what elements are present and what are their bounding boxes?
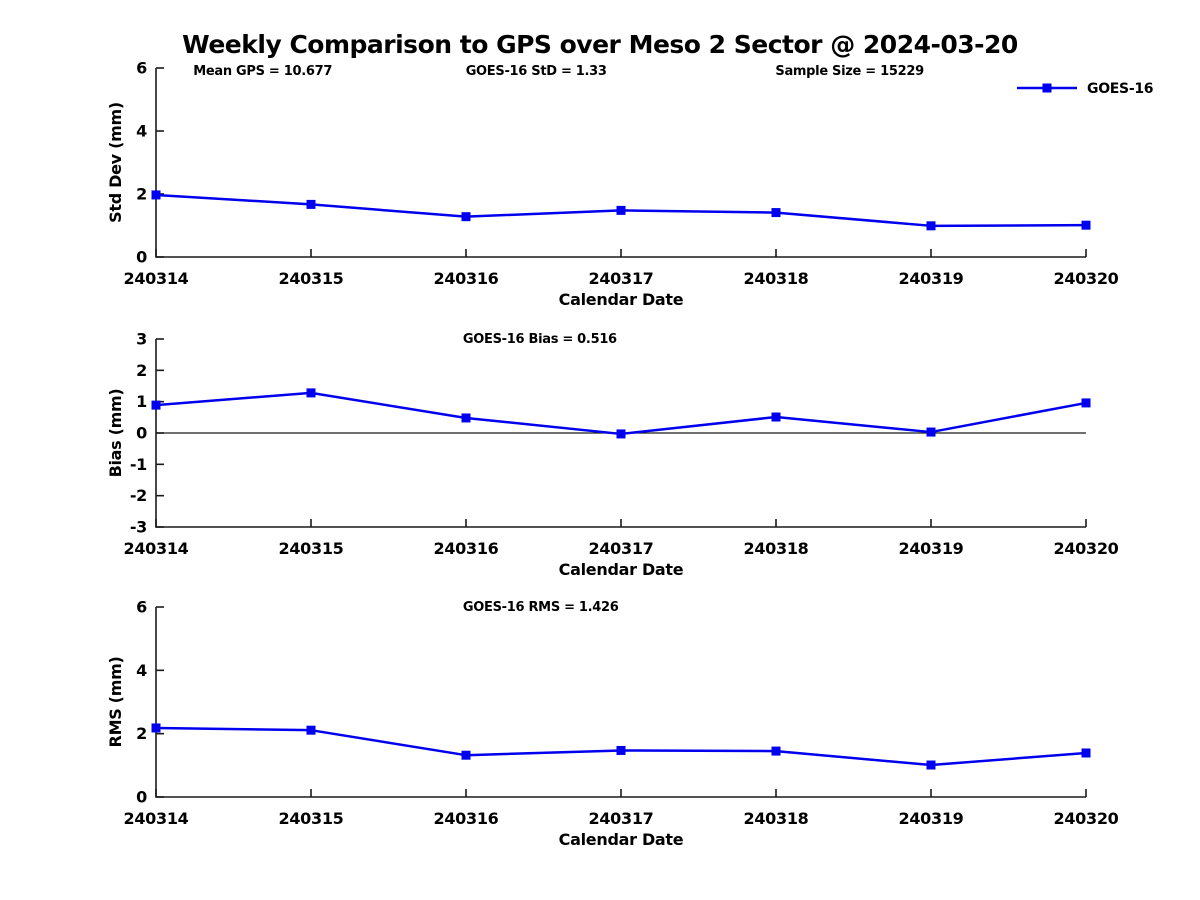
y-tick-label: 6 — [136, 598, 147, 617]
x-tick-label: 240317 — [589, 809, 654, 828]
x-tick-label: 240319 — [899, 539, 964, 558]
plot-bias: -3 -2 -1 0 1 2 3 240314 240315 240316 240317 240318… — [106, 330, 1119, 580]
plot-stat-title: GOES-16 Bias = 0.516 — [463, 332, 617, 347]
std-dev-data-point-marker — [461, 212, 471, 222]
y-tick-label: 0 — [136, 424, 147, 443]
rms-data-point-marker — [1081, 748, 1091, 758]
x-tick-label: 240318 — [744, 809, 809, 828]
stat-annotation: Sample Size = 15229 — [775, 64, 924, 79]
rms-data-point-marker — [926, 760, 936, 770]
x-tick-label: 240315 — [279, 809, 344, 828]
x-tick-label: 240319 — [899, 809, 964, 828]
bias-data-point-marker — [306, 388, 316, 398]
stat-annotation: Mean GPS = 10.677 — [193, 64, 332, 79]
plot-rms: 0 2 4 6 240314 240315 240316 240317 240318 240319… — [106, 598, 1119, 850]
x-tick-label: 240318 — [744, 269, 809, 288]
x-tick-label: 240315 — [279, 539, 344, 558]
y-tick-label: 4 — [136, 122, 147, 141]
x-tick-label: 240314 — [124, 269, 189, 288]
y-axis-label: RMS (mm) — [106, 657, 125, 748]
legend-marker — [1042, 83, 1052, 93]
x-tick-label: 240316 — [434, 269, 499, 288]
rms-data-point-marker — [771, 746, 781, 756]
x-tick-label: 240314 — [124, 809, 189, 828]
bias-data-point-marker — [151, 400, 161, 410]
std-dev-data-point-marker — [306, 199, 316, 209]
x-tick-label: 240318 — [744, 539, 809, 558]
std-dev-data-point-marker — [771, 208, 781, 218]
y-axis-label: Bias (mm) — [106, 389, 125, 478]
y-axis-label: Std Dev (mm) — [106, 102, 125, 223]
x-tick-label: 240315 — [279, 269, 344, 288]
x-axis-label: Calendar Date — [559, 290, 684, 309]
y-tick-label: -1 — [130, 455, 147, 474]
bias-data-point-marker — [1081, 398, 1091, 408]
x-tick-label: 240316 — [434, 539, 499, 558]
bias-data-point-marker — [771, 412, 781, 422]
rms-data-point-marker — [616, 745, 626, 755]
std-dev-data-point-marker — [1081, 220, 1091, 230]
bias-data-point-marker — [926, 427, 936, 437]
y-tick-label: 6 — [136, 59, 147, 78]
y-tick-label: 0 — [136, 788, 147, 807]
std-dev-data-point-marker — [926, 221, 936, 231]
bias-data-point-marker — [616, 429, 626, 439]
y-tick-label: 2 — [136, 185, 147, 204]
y-tick-label: 3 — [136, 330, 147, 349]
y-tick-label: 2 — [136, 724, 147, 743]
std-dev-data-point-marker — [616, 205, 626, 215]
x-tick-label: 240319 — [899, 269, 964, 288]
y-tick-label: -3 — [130, 518, 147, 537]
y-tick-label: -2 — [130, 486, 147, 505]
stat-annotation: GOES-16 StD = 1.33 — [466, 64, 607, 79]
figure-title: Weekly Comparison to GPS over Meso 2 Sec… — [182, 30, 1018, 59]
legend: GOES-16 — [1017, 81, 1154, 97]
bias-series-line — [154, 391, 1088, 436]
x-tick-label: 240320 — [1054, 809, 1119, 828]
x-tick-label: 240316 — [434, 809, 499, 828]
x-axis-label: Calendar Date — [559, 560, 684, 579]
x-tick-label: 240320 — [1054, 539, 1119, 558]
x-tick-label: 240317 — [589, 539, 654, 558]
x-axis-label: Calendar Date — [559, 830, 684, 849]
y-tick-label: 2 — [136, 361, 147, 380]
bias-data-point-marker — [461, 413, 471, 423]
rms-data-point-marker — [461, 750, 471, 760]
x-tick-label: 240314 — [124, 539, 189, 558]
x-tick-label: 240317 — [589, 269, 654, 288]
std-dev-data-point-marker — [151, 190, 161, 200]
x-tick-label: 240320 — [1054, 269, 1119, 288]
rms-data-point-marker — [306, 725, 316, 735]
y-tick-label: 0 — [136, 248, 147, 267]
y-tick-label: 4 — [136, 661, 147, 680]
legend-label: GOES-16 — [1087, 81, 1153, 97]
rms-data-point-marker — [151, 723, 161, 733]
plot-std-dev: 0 2 4 6 240314 240315 240316 240317 240318 240319… — [106, 59, 1154, 310]
plot-stat-title: GOES-16 RMS = 1.426 — [463, 600, 619, 615]
y-tick-label: 1 — [136, 392, 147, 411]
